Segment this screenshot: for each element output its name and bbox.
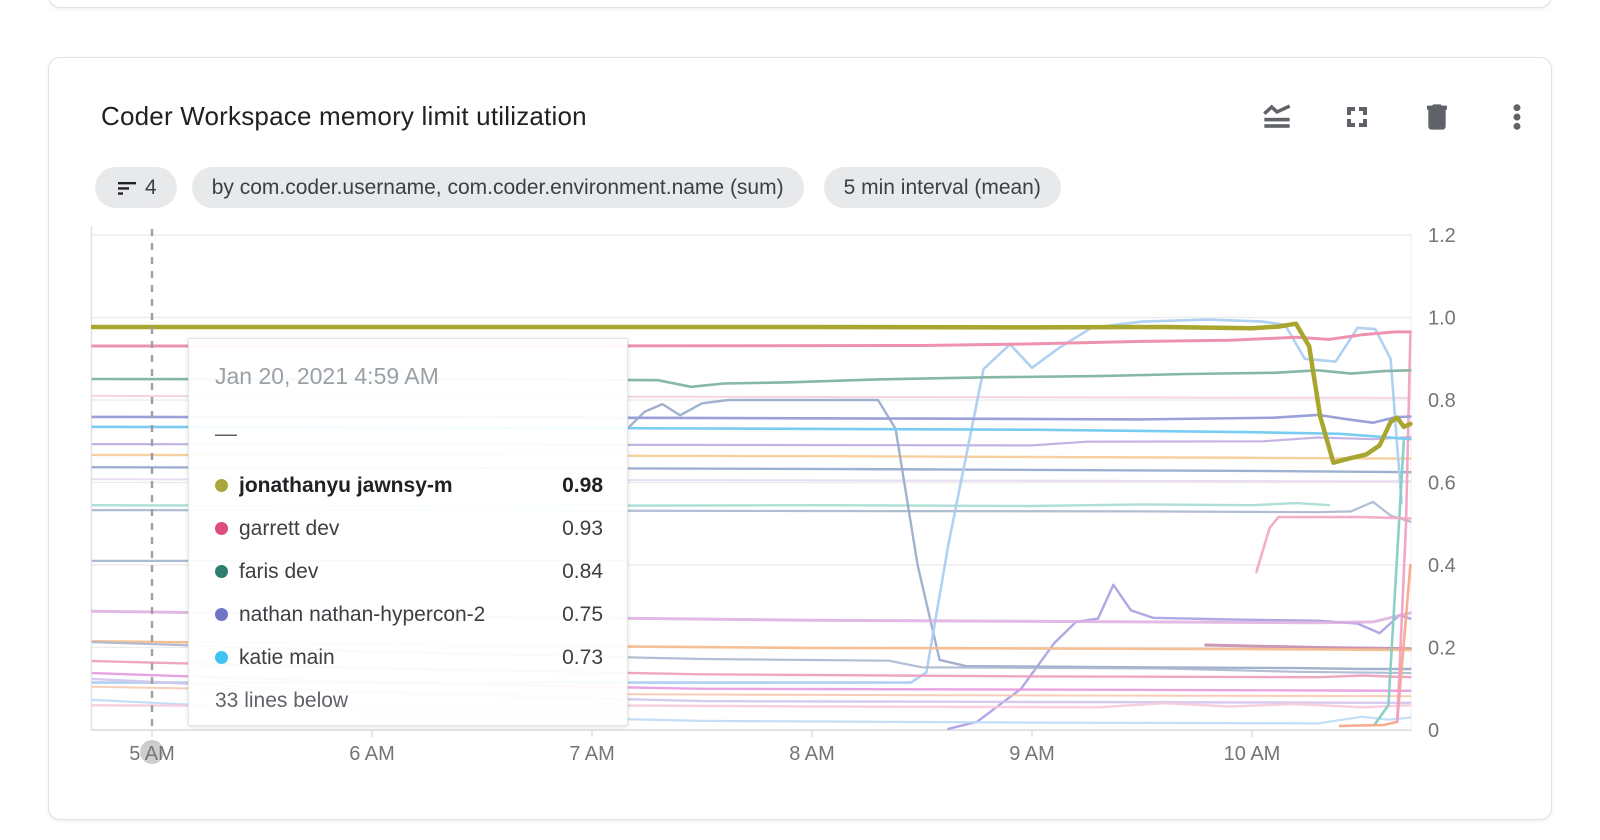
filter-count-chip[interactable]: 4 (95, 167, 177, 208)
chart-toolbar (1255, 96, 1539, 140)
series-color-dot (215, 522, 228, 535)
series-color-dot (215, 565, 228, 578)
series-label: nathan nathan-hypercon-2 (239, 602, 486, 626)
series-label: faris dev (239, 559, 319, 583)
series-value: 0.73 (562, 645, 603, 669)
tooltip-series-row: katie main 0.73 (215, 636, 603, 679)
fullscreen-icon (1341, 101, 1373, 136)
tooltip-series-row: garrett dev 0.93 (215, 507, 603, 550)
chart-tooltip: Jan 20, 2021 4:59 AM — jonathanyu jawnsy… (188, 338, 628, 726)
area-chart-button[interactable] (1255, 96, 1299, 140)
interval-chip[interactable]: 5 min interval (mean) (823, 167, 1061, 208)
tooltip-series-row: jonathanyu jawnsy-m 0.98 (215, 464, 603, 507)
fullscreen-button[interactable] (1335, 96, 1379, 140)
delete-icon (1421, 101, 1453, 136)
series-value: 0.75 (562, 602, 603, 626)
interval-label: 5 min interval (mean) (843, 175, 1041, 199)
series-color-dot (215, 479, 228, 492)
area-chart-icon (1261, 101, 1293, 136)
tooltip-series-row: faris dev 0.84 (215, 550, 603, 593)
chart-title: Coder Workspace memory limit utilization (101, 101, 587, 131)
more-options-button[interactable] (1495, 96, 1539, 140)
tooltip-timestamp: Jan 20, 2021 4:59 AM (215, 363, 439, 389)
kebab-menu-icon (1501, 101, 1533, 136)
series-color-dot (215, 651, 228, 664)
filter-count-label: 4 (145, 175, 157, 199)
series-value: 0.84 (562, 559, 603, 583)
tooltip-rows: jonathanyu jawnsy-m 0.98 garrett dev 0.93 fa… (215, 464, 603, 679)
query-chips: 4 by com.coder.username, com.coder.envir… (95, 167, 1061, 208)
tooltip-series-row: nathan nathan-hypercon-2 0.75 (215, 593, 603, 636)
series-label: jonathanyu jawnsy-m (239, 473, 453, 497)
previous-card-edge (48, 0, 1552, 8)
series-value: 0.98 (562, 473, 603, 497)
filter-sort-icon (115, 176, 139, 200)
series-label: katie main (239, 645, 335, 669)
series-value: 0.93 (562, 516, 603, 540)
tooltip-empty-value: — (215, 421, 237, 446)
series-label: garrett dev (239, 516, 340, 540)
group-by-label: by com.coder.username, com.coder.environ… (211, 175, 784, 199)
tooltip-overflow-note: 33 lines below (215, 688, 349, 712)
series-color-dot (215, 608, 228, 621)
delete-button[interactable] (1415, 96, 1459, 140)
group-by-chip[interactable]: by com.coder.username, com.coder.environ… (191, 167, 804, 208)
